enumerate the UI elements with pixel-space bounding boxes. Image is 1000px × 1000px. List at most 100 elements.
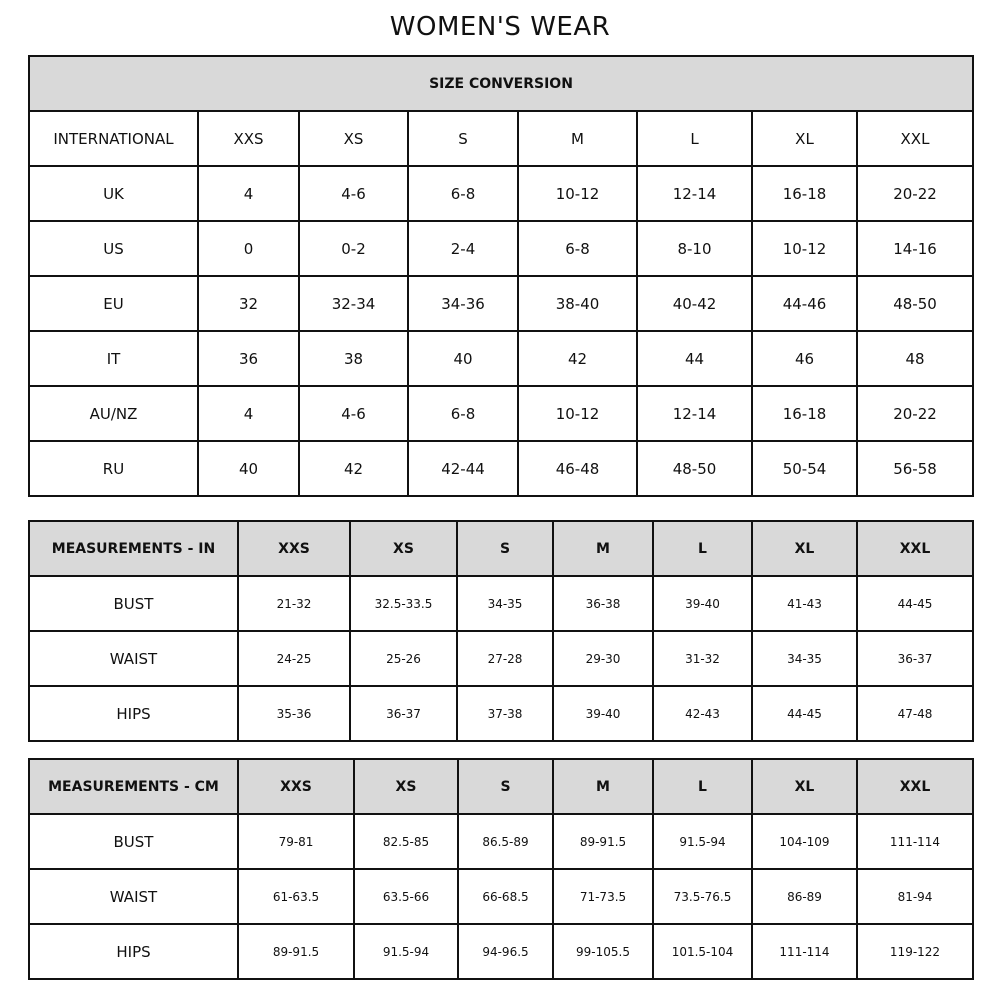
table-cell: 6-8 [407,385,519,442]
table-cell: 4 [197,385,300,442]
table-cell: 86-89 [751,868,858,925]
table-cell: 29-30 [552,630,654,687]
row-header-label: INTERNATIONAL [28,110,199,167]
table-cell: 40 [197,440,300,497]
table-cell: 42-44 [407,440,519,497]
column-header: L [652,520,753,577]
column-header: L [636,110,753,167]
table-cell: 86.5-89 [457,813,554,870]
table-row: WAIST 61-63.5 63.5-66 66-68.5 71-73.5 73.5-76… [28,868,974,925]
table-cell: 73.5-76.5 [652,868,753,925]
table-cell: 36 [197,330,300,387]
table-row: RU 40 42 42-44 46-48 48-50 50-54 56-58 [28,440,974,497]
table-cell: 20-22 [856,165,974,222]
table-cell: 20-22 [856,385,974,442]
table-cell: 89-91.5 [237,923,355,980]
table-cell: 42-43 [652,685,753,742]
table-cell: 89-91.5 [552,813,654,870]
table-cell: 94-96.5 [457,923,554,980]
table-cell: 42 [298,440,409,497]
table-cell: 14-16 [856,220,974,277]
table-cell: 12-14 [636,165,753,222]
table-cell: 10-12 [751,220,858,277]
header-row: MEASUREMENTS - CM XXS XS S M L XL XXL [28,758,974,815]
table-cell: 21-32 [237,575,351,632]
table-cell: 48-50 [636,440,753,497]
table-cell: 91.5-94 [652,813,753,870]
table-cell: 39-40 [652,575,753,632]
column-header: M [517,110,638,167]
size-conversion-table: SIZE CONVERSION INTERNATIONAL XXS XS S M L XL XX… [28,55,974,497]
table-cell: 16-18 [751,165,858,222]
table-cell: 34-35 [751,630,858,687]
column-header: XXL [856,758,974,815]
table-cell: 46-48 [517,440,638,497]
table-cell: 24-25 [237,630,351,687]
table-cell: 44-46 [751,275,858,332]
table-row: BUST 79-81 82.5-85 86.5-89 89-91.5 91.5-94 104… [28,813,974,870]
table-cell: 25-26 [349,630,458,687]
table-cell: 82.5-85 [353,813,459,870]
row-label: US [28,220,199,277]
table-cell: 41-43 [751,575,858,632]
table-cell: 119-122 [856,923,974,980]
column-header: L [652,758,753,815]
column-header: S [456,520,554,577]
table-cell: 10-12 [517,165,638,222]
table-cell: 104-109 [751,813,858,870]
table-row: HIPS 35-36 36-37 37-38 39-40 42-43 44-45 47-48 [28,685,974,742]
table-cell: 42 [517,330,638,387]
table-cell: 101.5-104 [652,923,753,980]
table-cell: 81-94 [856,868,974,925]
table-cell: 16-18 [751,385,858,442]
table-cell: 44-45 [856,575,974,632]
table-row: HIPS 89-91.5 91.5-94 94-96.5 99-105.5 101.5-1… [28,923,974,980]
table-row: IT 36 38 40 42 44 46 48 [28,330,974,387]
table-row: UK 4 4-6 6-8 10-12 12-14 16-18 20-22 [28,165,974,222]
table-cell: 111-114 [751,923,858,980]
table-cell: 34-36 [407,275,519,332]
table-cell: 8-10 [636,220,753,277]
table-cell: 66-68.5 [457,868,554,925]
table-row: AU/NZ 4 4-6 6-8 10-12 12-14 16-18 20-22 [28,385,974,442]
table-cell: 6-8 [517,220,638,277]
table-row: US 0 0-2 2-4 6-8 8-10 10-12 14-16 [28,220,974,277]
table-cell: 34-35 [456,575,554,632]
table-banner: SIZE CONVERSION [28,55,974,112]
table-row: WAIST 24-25 25-26 27-28 29-30 31-32 34-35 36-37 [28,630,974,687]
table-cell: 63.5-66 [353,868,459,925]
table-cell: 10-12 [517,385,638,442]
table-cell: 56-58 [856,440,974,497]
column-header: XXL [856,110,974,167]
table-cell: 48-50 [856,275,974,332]
table-cell: 44-45 [751,685,858,742]
table-cell: 39-40 [552,685,654,742]
table-cell: 48 [856,330,974,387]
table-cell: 38-40 [517,275,638,332]
column-header: XL [751,520,858,577]
table-cell: 40-42 [636,275,753,332]
table-cell: 50-54 [751,440,858,497]
row-label: AU/NZ [28,385,199,442]
table-cell: 27-28 [456,630,554,687]
row-header-label: MEASUREMENTS - IN [28,520,239,577]
row-label: WAIST [28,868,239,925]
column-header: XXS [237,520,351,577]
table-cell: 44 [636,330,753,387]
column-header: XL [751,110,858,167]
table-cell: 35-36 [237,685,351,742]
measurements-cm-table: MEASUREMENTS - CM XXS XS S M L XL XXL BUST 79-81 8… [28,758,974,980]
column-header: XXS [197,110,300,167]
row-header-label: MEASUREMENTS - CM [28,758,239,815]
banner-row: SIZE CONVERSION [28,55,974,112]
table-cell: 71-73.5 [552,868,654,925]
column-header: XS [298,110,409,167]
table-cell: 111-114 [856,813,974,870]
table-cell: 38 [298,330,409,387]
header-row: INTERNATIONAL XXS XS S M L XL XXL [28,110,974,167]
table-cell: 4-6 [298,385,409,442]
table-cell: 32 [197,275,300,332]
row-label: HIPS [28,685,239,742]
table-cell: 12-14 [636,385,753,442]
table-row: EU 32 32-34 34-36 38-40 40-42 44-46 48-50 [28,275,974,332]
